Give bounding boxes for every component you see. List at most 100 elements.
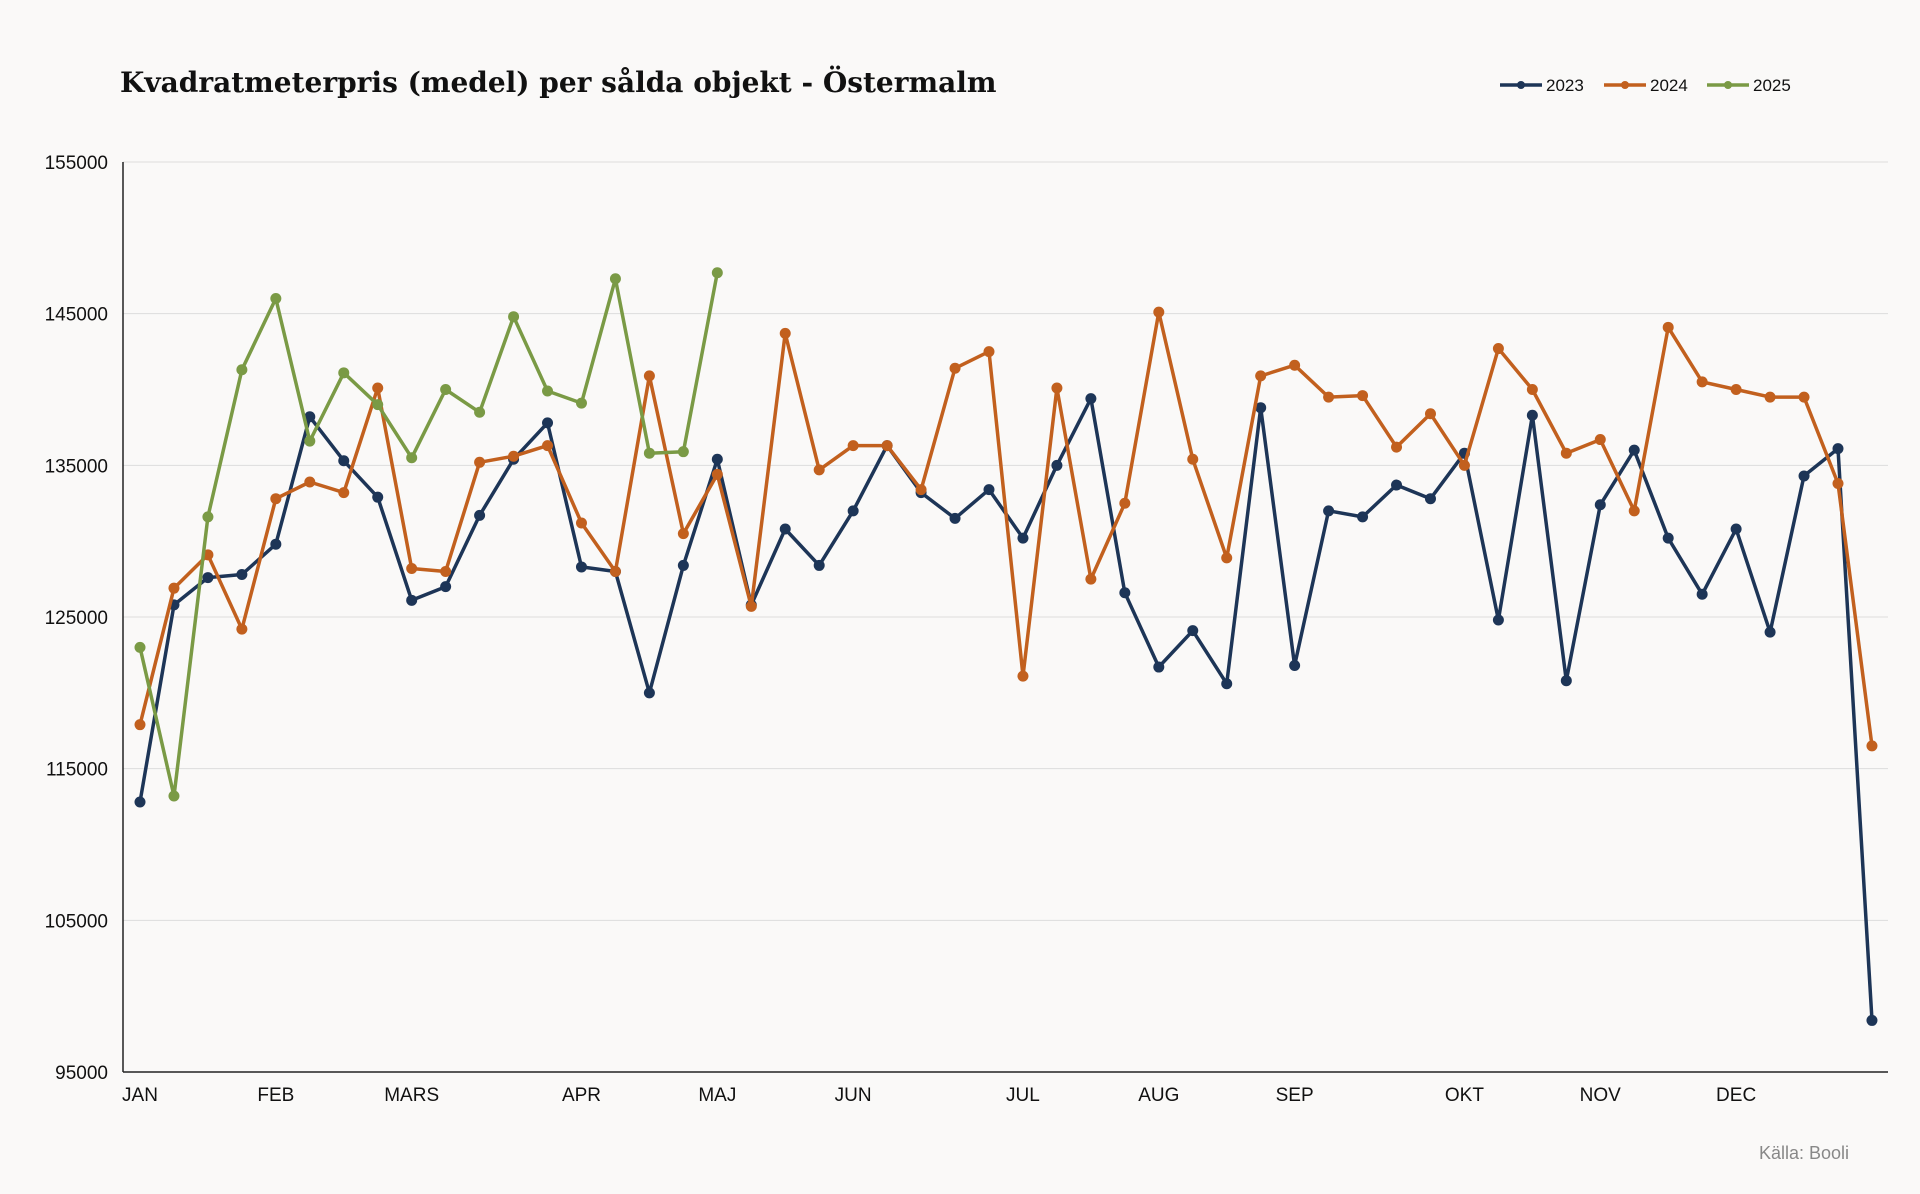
data-point-2024 xyxy=(1357,390,1369,402)
x-tick-label: MAJ xyxy=(698,1085,736,1106)
data-point-2023 xyxy=(1153,661,1165,673)
data-point-2023 xyxy=(1119,587,1131,599)
data-point-2023 xyxy=(1255,402,1267,414)
data-point-2024 xyxy=(508,450,520,462)
data-point-2023 xyxy=(304,411,316,423)
legend-marker xyxy=(1724,81,1732,89)
data-point-2023 xyxy=(474,509,486,521)
data-point-2024 xyxy=(1730,384,1742,395)
data-point-2024 xyxy=(1696,376,1708,388)
data-point-2024 xyxy=(779,327,791,339)
y-tick-label: 145000 xyxy=(45,305,108,326)
data-point-2024 xyxy=(1492,343,1504,355)
data-point-2025 xyxy=(711,267,723,279)
data-point-2024 xyxy=(372,382,384,394)
data-point-2024 xyxy=(304,476,316,488)
data-point-2023 xyxy=(1357,511,1369,523)
data-point-2024 xyxy=(168,582,180,594)
data-point-2024 xyxy=(711,468,723,480)
legend-label: 2023 xyxy=(1546,76,1584,95)
series-line-2023 xyxy=(138,396,1874,1023)
data-point-2024 xyxy=(338,487,350,499)
data-point-2024 xyxy=(1628,505,1640,517)
data-point-2025 xyxy=(202,511,214,523)
data-point-2025 xyxy=(270,293,282,304)
data-point-2024 xyxy=(1017,670,1029,682)
data-point-2023 xyxy=(1696,588,1708,600)
data-point-2023 xyxy=(711,453,723,465)
data-point-2024 xyxy=(1051,382,1063,394)
legend-item-2025: 2025 xyxy=(1707,76,1791,95)
data-point-2023 xyxy=(542,417,554,429)
y-tick-label: 95000 xyxy=(55,1063,108,1084)
x-tick-label: SEP xyxy=(1276,1085,1314,1106)
data-point-2023 xyxy=(1560,675,1572,687)
data-point-2025 xyxy=(542,385,554,397)
data-point-2024 xyxy=(1458,459,1470,471)
data-point-2023 xyxy=(677,559,689,571)
data-point-2025 xyxy=(304,435,316,447)
data-point-2024 xyxy=(406,562,418,574)
legend: 2023 2024 2025 xyxy=(1500,76,1791,95)
data-point-2023 xyxy=(575,561,587,573)
data-point-2023 xyxy=(949,512,961,524)
data-point-2023 xyxy=(202,572,214,584)
x-tick-label: DEC xyxy=(1716,1085,1756,1106)
data-point-2024 xyxy=(1526,384,1538,395)
legend-marker xyxy=(1517,81,1525,89)
legend-marker xyxy=(1621,81,1629,89)
data-point-2023 xyxy=(1187,625,1199,637)
data-point-2024 xyxy=(1085,573,1097,585)
y-tick-label: 135000 xyxy=(45,456,108,477)
data-point-2024 xyxy=(1289,359,1301,371)
data-point-2023 xyxy=(406,594,418,606)
data-point-2024 xyxy=(1560,447,1572,459)
data-point-2024 xyxy=(1119,497,1131,509)
data-point-2025 xyxy=(677,446,689,458)
data-point-2023 xyxy=(1866,1014,1878,1026)
data-point-2023 xyxy=(1798,470,1810,482)
data-point-2023 xyxy=(1730,523,1742,535)
series-line-2024 xyxy=(138,310,1874,748)
data-point-2023 xyxy=(1526,409,1538,421)
legend-label: 2024 xyxy=(1650,76,1688,95)
data-point-2024 xyxy=(134,719,146,731)
data-point-2025 xyxy=(168,790,180,802)
data-point-2023 xyxy=(1424,493,1436,505)
chart-title: Kvadratmeterpris (medel) per sålda objek… xyxy=(120,65,997,99)
legend-item-2024: 2024 xyxy=(1604,76,1688,95)
data-point-2023 xyxy=(1017,532,1029,544)
data-point-2025 xyxy=(609,273,621,285)
data-point-2023 xyxy=(847,505,859,517)
data-point-2024 xyxy=(983,346,995,358)
data-point-2023 xyxy=(1764,626,1776,638)
x-tick-label: JUN xyxy=(835,1085,872,1106)
data-point-2023 xyxy=(440,581,452,593)
data-point-2024 xyxy=(1866,740,1878,752)
data-point-2024 xyxy=(1424,408,1436,420)
data-point-2023 xyxy=(1594,499,1606,511)
data-point-2024 xyxy=(1153,306,1165,318)
data-point-2024 xyxy=(1323,391,1335,403)
data-point-2023 xyxy=(1289,660,1301,672)
data-point-2023 xyxy=(1323,505,1335,517)
data-point-2023 xyxy=(1051,459,1063,471)
data-point-2023 xyxy=(1391,479,1403,491)
data-point-2023 xyxy=(779,523,791,535)
series-line-2025 xyxy=(138,270,720,798)
data-point-2025 xyxy=(643,447,655,459)
data-point-2024 xyxy=(1187,453,1199,465)
data-point-2024 xyxy=(847,440,859,452)
data-point-2025 xyxy=(236,364,248,376)
data-point-2024 xyxy=(643,370,655,382)
data-point-2024 xyxy=(474,456,486,468)
data-point-2025 xyxy=(134,641,146,653)
y-axis-ticks: 95000 105000 115000 125000 135000 145000 15500… xyxy=(45,153,108,1084)
legend-item-2023: 2023 xyxy=(1500,76,1584,95)
y-tick-label: 155000 xyxy=(45,153,108,174)
data-point-2025 xyxy=(508,311,520,323)
x-tick-label: MARS xyxy=(384,1085,439,1106)
data-point-2024 xyxy=(1255,370,1267,382)
data-point-2025 xyxy=(338,367,350,379)
